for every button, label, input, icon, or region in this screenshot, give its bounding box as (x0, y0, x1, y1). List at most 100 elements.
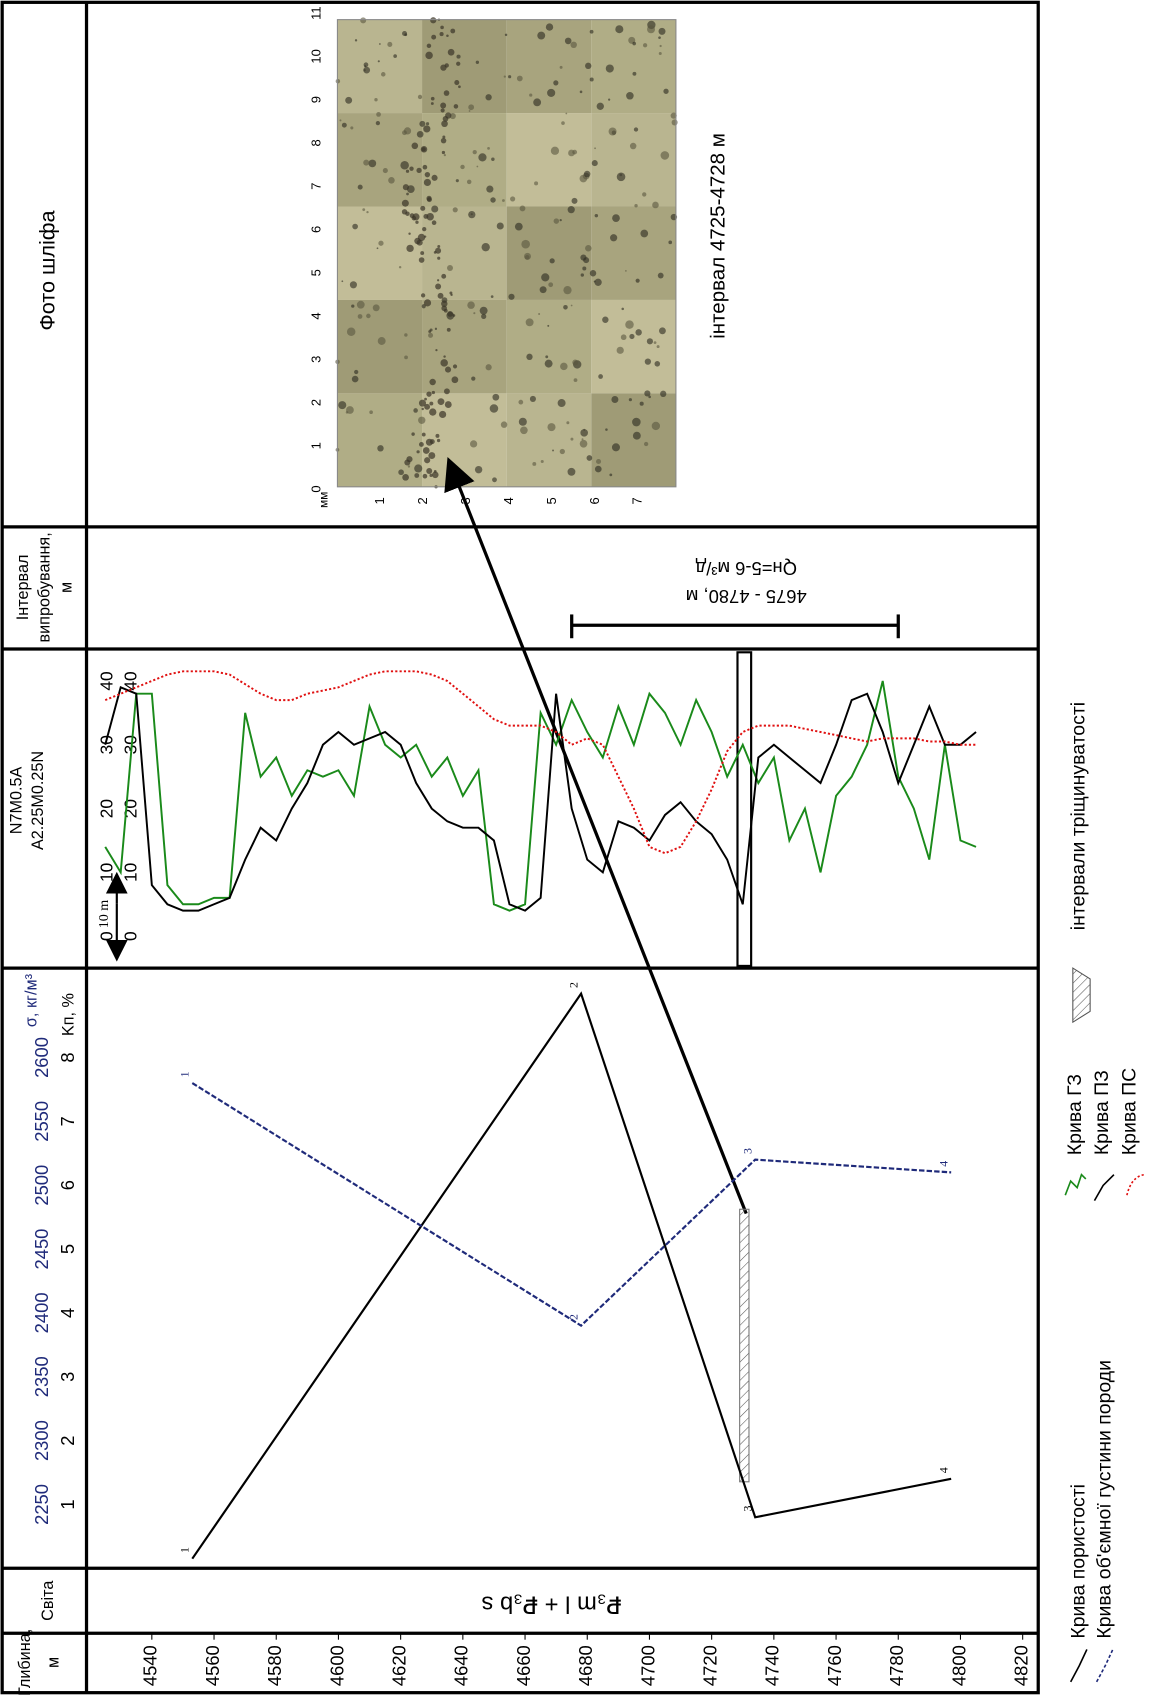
photo-grain (351, 375, 359, 383)
photo-header: Фото шліфа (34, 209, 59, 330)
y2-tick-label: 2250 (31, 1484, 52, 1525)
photo-grain (377, 337, 386, 345)
photo-tile (591, 206, 676, 300)
photo-grain (671, 119, 678, 126)
photo-grain (563, 305, 568, 310)
photo-grain (366, 210, 369, 214)
photo-vein (426, 391, 432, 397)
photo-grain (608, 98, 611, 101)
photo-grain (404, 33, 408, 37)
photo-vein (442, 135, 446, 139)
depth-header: Глибина, (16, 1629, 34, 1695)
photo-grain (553, 80, 559, 86)
photo-grain (475, 60, 480, 64)
y2-tick-label: 40 (121, 671, 141, 690)
photo-grain (490, 295, 494, 298)
y-tick-label: 10 (97, 863, 117, 882)
legend-label: Крива ГЗ (1064, 1074, 1086, 1155)
series-line (104, 680, 977, 912)
photo-grain (414, 464, 423, 473)
photo-vein (426, 467, 433, 474)
interval-flow: Qн=5-6 м³/д (695, 558, 797, 579)
photo-grain (486, 185, 494, 193)
photo-vein (411, 142, 419, 150)
photo-grain (580, 254, 587, 261)
depth-tick-label: 4540 (140, 1645, 161, 1686)
photo-grain (473, 312, 476, 315)
photo-grain (596, 458, 602, 465)
photo-grain (529, 395, 536, 402)
photo-vein (440, 64, 447, 71)
photo-grain (519, 205, 526, 212)
photo-vein (415, 220, 419, 224)
photo-grain (580, 429, 588, 437)
photo-vein (439, 32, 444, 37)
photo-scale-label: 3 (458, 497, 473, 504)
photo-vein (421, 432, 426, 437)
y2-tick-label: 2500 (31, 1165, 52, 1206)
photo-grain (518, 399, 524, 405)
y-axis-label: Kп, % (59, 993, 77, 1036)
photo-grain (670, 112, 677, 119)
legend-label: інтервали тріщинуватості (1067, 702, 1089, 930)
photo-vein (458, 85, 461, 89)
photo-vein (424, 403, 431, 410)
photo-grain (660, 390, 667, 397)
photo-grain (455, 179, 459, 183)
photo-grain (570, 304, 573, 307)
photo-grain (572, 359, 579, 366)
y-tick-label: 8 (57, 1052, 78, 1062)
legend-label: Крива об'ємної густини породи (1093, 1360, 1115, 1639)
photo-grain (374, 98, 378, 102)
y-tick-label: 4 (57, 1308, 78, 1318)
photo-border (336, 19, 677, 488)
photo-grain (346, 406, 354, 414)
photo-grain (516, 75, 523, 82)
photo-grain (362, 208, 366, 212)
photo-grain (416, 130, 424, 138)
series-line (191, 991, 952, 1560)
photo-vein (444, 366, 452, 373)
photo-grain (541, 273, 550, 282)
photo-vein (421, 147, 426, 152)
photo-grain (421, 304, 426, 309)
photo-grain (610, 234, 618, 242)
photo-vein (420, 293, 426, 298)
photo-tile (506, 299, 592, 394)
interval-header: випробування, (36, 532, 54, 642)
y2-tick-label: 20 (121, 799, 141, 818)
photo-grain (615, 25, 624, 34)
log-label: A2.25M0.25N (29, 751, 47, 850)
photo-grain (571, 197, 578, 204)
photo-vein (425, 438, 433, 446)
photo-grain (643, 441, 649, 447)
photo-scale-label: 5 (544, 497, 559, 504)
photo-scale-label: 10 (308, 49, 323, 63)
photo-vein (405, 211, 410, 216)
photo-grain (375, 121, 381, 126)
photo-grain (504, 33, 508, 37)
photo-grain (529, 93, 533, 97)
photo-grain (487, 147, 490, 150)
photo-grain (644, 390, 651, 397)
photo-grain (609, 473, 613, 477)
photo-tile (506, 393, 592, 487)
photo-vein (429, 378, 436, 386)
photo-grain (563, 286, 572, 295)
photo-grain (658, 36, 661, 39)
photo-grain (447, 265, 453, 272)
photo-vein (426, 43, 432, 49)
photo-grain (481, 243, 490, 252)
photo-vein (441, 300, 448, 307)
photo-grain (539, 286, 547, 294)
photo-grain (400, 160, 409, 170)
photo-grain (642, 192, 647, 197)
photo-vein (435, 348, 438, 352)
photo-grain (376, 112, 381, 117)
photo-grain (489, 404, 499, 413)
photo-grain (363, 159, 370, 166)
photo-vein (437, 256, 441, 260)
photo-vein (437, 398, 445, 406)
photo-grain (659, 327, 666, 335)
y-tick-label: 5 (57, 1244, 78, 1254)
